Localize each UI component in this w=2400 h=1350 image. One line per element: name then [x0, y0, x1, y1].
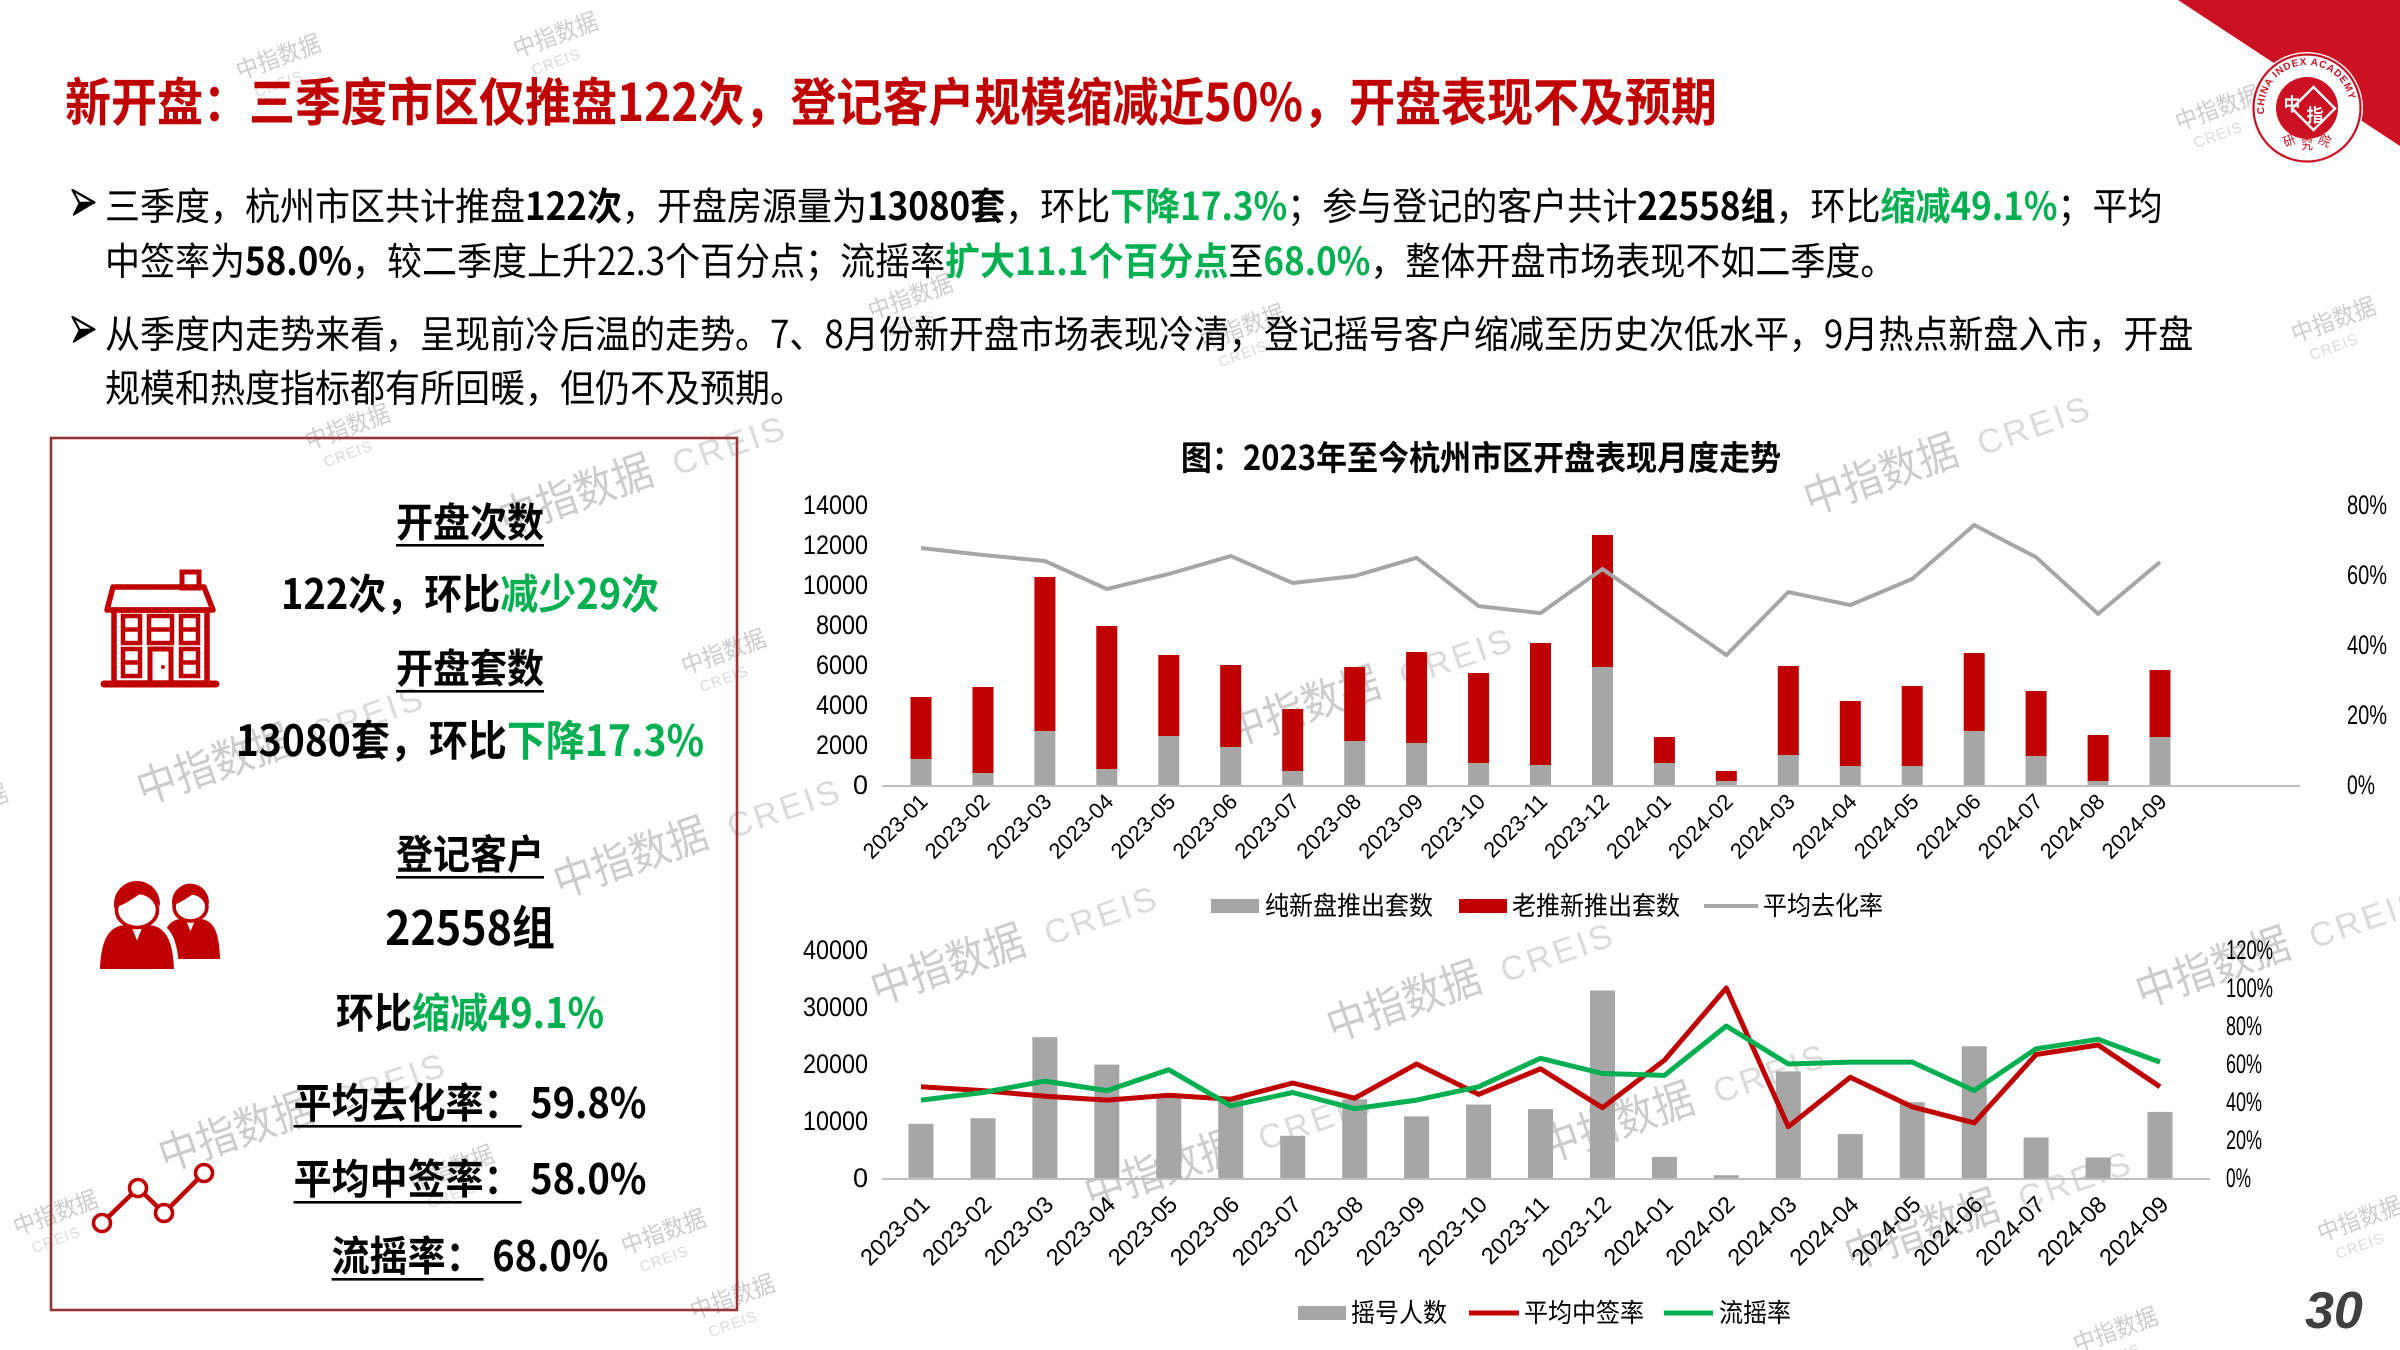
svg-text:2024-02: 2024-02 — [1663, 789, 1738, 864]
svg-text:2024-07: 2024-07 — [1973, 789, 2048, 864]
svg-text:0%: 0% — [2226, 1163, 2251, 1193]
svg-text:2000: 2000 — [816, 730, 868, 760]
svg-text:2024-04: 2024-04 — [1787, 789, 1862, 864]
svg-text:120%: 120% — [2226, 935, 2273, 965]
svg-text:100%: 100% — [2226, 973, 2273, 1003]
svg-text:2023-07: 2023-07 — [1229, 789, 1304, 864]
svg-text:2023-08: 2023-08 — [1291, 789, 1366, 864]
svg-text:20000: 20000 — [803, 1049, 868, 1079]
svg-text:2023-01: 2023-01 — [858, 789, 933, 864]
svg-text:60%: 60% — [2226, 1049, 2262, 1079]
svg-text:2023-11: 2023-11 — [1478, 789, 1552, 863]
svg-text:2023-04: 2023-04 — [1044, 789, 1119, 864]
svg-text:20%: 20% — [2226, 1125, 2262, 1155]
svg-text:30: 30 — [2305, 1282, 2363, 1340]
svg-text:10000: 10000 — [803, 1106, 868, 1136]
svg-text:2024-08: 2024-08 — [2035, 789, 2110, 864]
svg-text:0: 0 — [853, 770, 868, 800]
svg-text:14000: 14000 — [803, 490, 868, 520]
svg-text:2023-05: 2023-05 — [1106, 789, 1181, 864]
svg-text:2023-02: 2023-02 — [920, 789, 995, 864]
svg-text:40%: 40% — [2226, 1087, 2262, 1117]
svg-text:2024-06: 2024-06 — [1911, 789, 1986, 864]
svg-text:20%: 20% — [2347, 700, 2387, 730]
svg-text:4000: 4000 — [816, 690, 868, 720]
svg-text:2023-09: 2023-09 — [1353, 789, 1428, 864]
svg-text:2023-12: 2023-12 — [1539, 789, 1614, 864]
svg-text:10000: 10000 — [803, 570, 868, 600]
svg-text:0%: 0% — [2347, 770, 2375, 800]
svg-text:2024-05: 2024-05 — [1849, 789, 1924, 864]
svg-text:80%: 80% — [2226, 1011, 2262, 1041]
svg-text:2024-09: 2024-09 — [2097, 789, 2172, 864]
svg-text:40%: 40% — [2347, 630, 2387, 660]
svg-text:2024-09: 2024-09 — [2094, 1191, 2173, 1270]
svg-text:8000: 8000 — [816, 610, 868, 640]
svg-text:2024-03: 2024-03 — [1725, 789, 1800, 864]
svg-text:12000: 12000 — [803, 530, 868, 560]
svg-text:40000: 40000 — [803, 935, 868, 965]
svg-text:2023-06: 2023-06 — [1168, 789, 1243, 864]
svg-text:6000: 6000 — [816, 650, 868, 680]
svg-text:60%: 60% — [2347, 560, 2387, 590]
svg-text:0: 0 — [853, 1163, 868, 1193]
svg-text:2023-03: 2023-03 — [982, 789, 1057, 864]
svg-text:80%: 80% — [2347, 490, 2387, 520]
svg-text:2024-01: 2024-01 — [1601, 789, 1676, 864]
svg-text:30000: 30000 — [803, 992, 868, 1022]
svg-text:2023-10: 2023-10 — [1415, 789, 1490, 864]
svg-text:2023-10: 2023-10 — [1413, 1191, 1492, 1270]
